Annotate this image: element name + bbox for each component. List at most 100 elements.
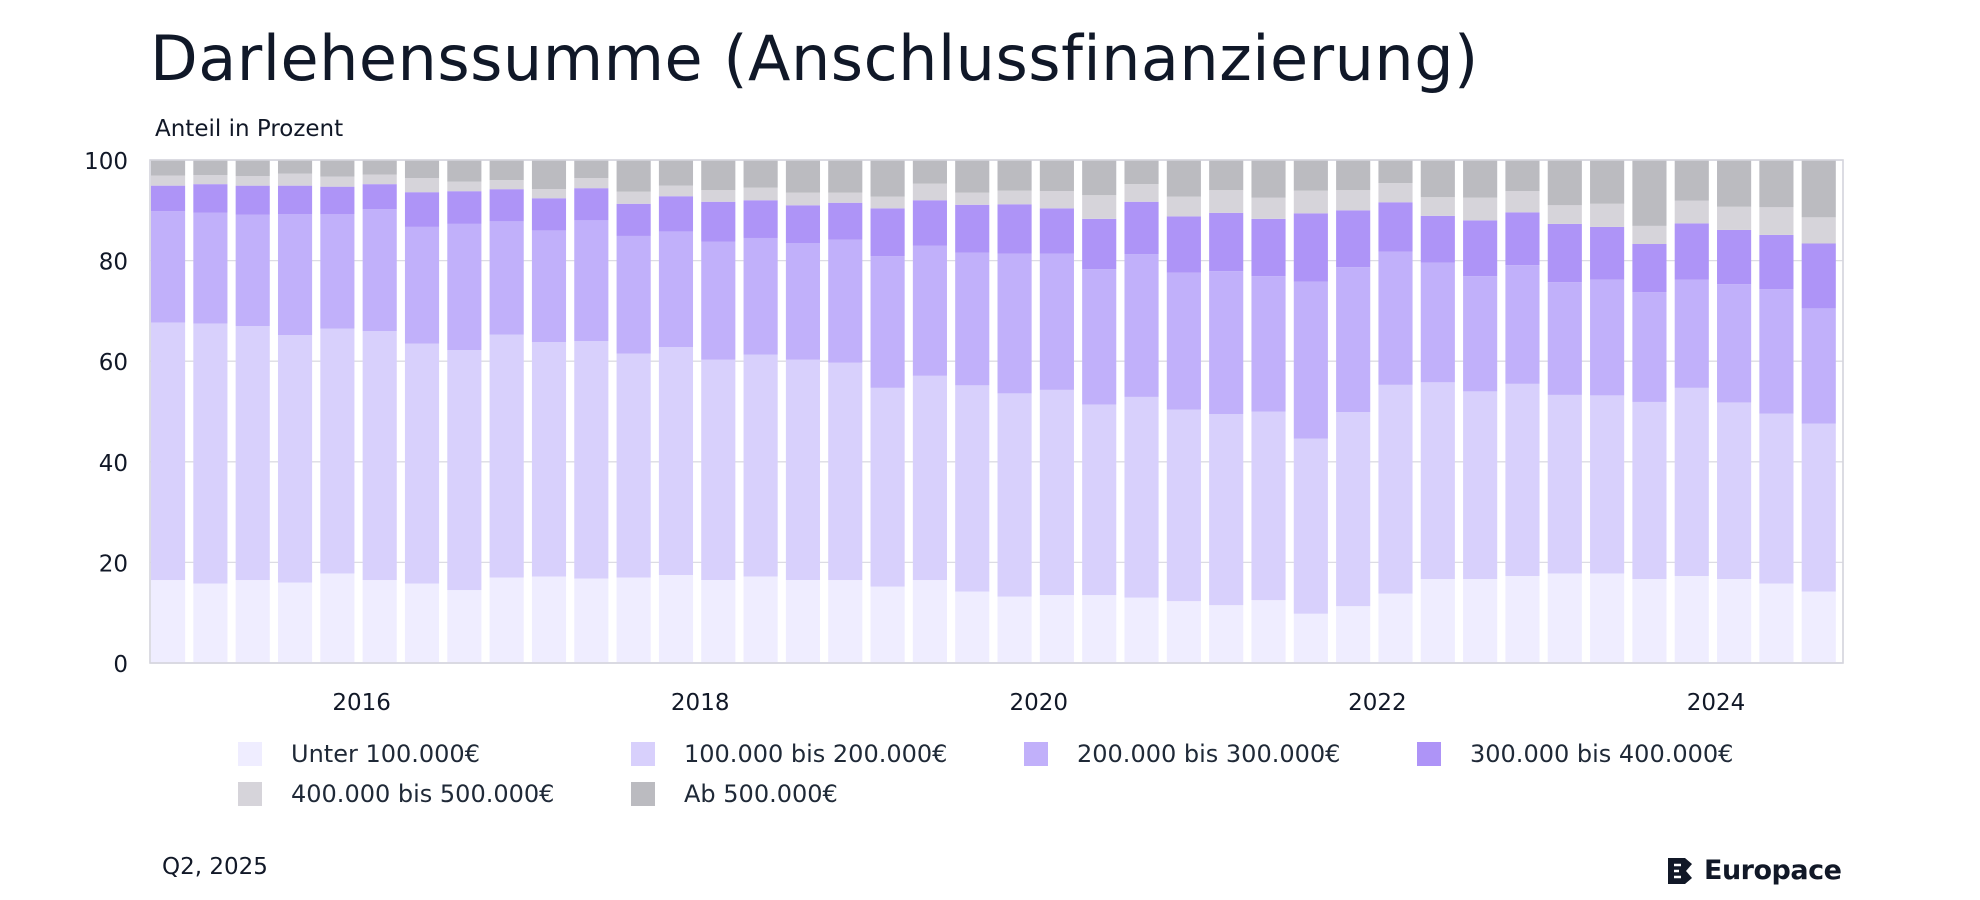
bar-segment-s4-c26 — [1251, 197, 1286, 219]
bar-segment-s1-c12 — [658, 347, 694, 575]
bar-segment-s3-c20 — [997, 204, 1032, 254]
legend: Unter 100.000€ 100.000 bis 200.000€ 200.00… — [238, 740, 1798, 808]
bar-segment-s0-c25 — [1209, 605, 1244, 663]
bar-segment-s2-c39 — [1801, 308, 1836, 424]
bar-segment-s0-c15 — [785, 580, 821, 663]
bar-segment-s4-c12 — [658, 185, 694, 197]
bar-segment-s3-c5 — [362, 184, 397, 210]
bar-segment-s4-c4 — [320, 176, 355, 187]
bar-segment-s0-c20 — [997, 596, 1032, 663]
legend-label: 300.000 bis 400.000€ — [1470, 740, 1734, 768]
bar-segment-s4-c39 — [1801, 217, 1836, 244]
bar-segment-s1-c0 — [151, 322, 186, 581]
bar-segment-s5-c29 — [1378, 160, 1413, 184]
bar-segment-s0-c37 — [1717, 579, 1752, 663]
bar-segment-s1-c17 — [870, 387, 905, 587]
bar-segment-s1-c39 — [1801, 423, 1836, 592]
bar-segment-s1-c11 — [616, 353, 651, 578]
bar-segment-s2-c36 — [1674, 279, 1709, 388]
bar-segment-s2-c0 — [151, 211, 186, 323]
bars — [151, 160, 1836, 664]
bar-segment-s0-c38 — [1759, 583, 1794, 663]
bar-segment-s2-c19 — [955, 252, 990, 386]
bar-segment-s3-c3 — [277, 185, 313, 215]
bar-segment-s0-c12 — [658, 574, 694, 663]
bar-segment-s1-c25 — [1209, 414, 1244, 606]
bar-segment-s2-c15 — [785, 243, 821, 360]
y-tick-label: 20 — [99, 551, 128, 577]
bar-segment-s5-c10 — [574, 160, 609, 179]
bar-segment-s4-c3 — [277, 173, 313, 186]
bar-segment-s5-c32 — [1505, 160, 1540, 192]
legend-swatch — [1417, 742, 1441, 766]
bar-segment-s5-c30 — [1420, 160, 1455, 198]
bar-segment-s3-c19 — [955, 204, 990, 253]
legend-label: Ab 500.000€ — [684, 780, 838, 808]
bar-segment-s2-c17 — [870, 256, 905, 388]
bar-segment-s3-c38 — [1759, 234, 1794, 290]
x-tick-label: 2024 — [1687, 690, 1746, 716]
bar-segment-s5-c14 — [743, 160, 778, 188]
bar-segment-s4-c6 — [404, 178, 440, 193]
bar-segment-s3-c36 — [1674, 223, 1709, 280]
bar-segment-s1-c24 — [1166, 409, 1201, 602]
bar-segment-s4-c33 — [1547, 205, 1582, 224]
bar-segment-s3-c0 — [151, 185, 186, 212]
bar-segment-s5-c38 — [1759, 160, 1794, 208]
bar-segment-s2-c37 — [1717, 284, 1752, 403]
stacked-bar-chart: 0 20 40 60 80 100 2016 2018 2020 2022 2024 — [84, 149, 1844, 716]
y-tick-label: 100 — [84, 149, 128, 175]
bar-segment-s3-c30 — [1420, 215, 1455, 263]
y-tick-label: 80 — [99, 250, 128, 276]
bar-segment-s5-c4 — [320, 160, 355, 177]
bar-segment-s3-c37 — [1717, 229, 1752, 285]
bar-segment-s1-c36 — [1674, 387, 1709, 576]
bar-segment-s0-c17 — [870, 586, 905, 663]
bar-segment-s4-c32 — [1505, 191, 1540, 213]
legend-swatch — [238, 742, 262, 766]
bar-segment-s0-c30 — [1420, 579, 1455, 663]
bar-segment-s0-c39 — [1801, 591, 1836, 663]
bar-segment-s2-c4 — [320, 214, 355, 329]
bar-segment-s5-c0 — [151, 160, 186, 176]
legend-label: 100.000 bis 200.000€ — [684, 740, 948, 768]
bar-segment-s2-c24 — [1166, 272, 1201, 410]
brand-name: Europace — [1704, 855, 1842, 886]
bar-segment-s2-c6 — [404, 226, 440, 344]
bar-segment-s2-c14 — [743, 237, 778, 355]
bar-segment-s3-c27 — [1293, 213, 1328, 282]
bar-segment-s2-c9 — [531, 230, 567, 343]
bar-segment-s2-c23 — [1124, 254, 1159, 397]
bar-segment-s4-c5 — [362, 174, 397, 185]
bar-segment-s4-c38 — [1759, 207, 1794, 235]
bar-segment-s2-c31 — [1463, 276, 1498, 392]
bar-segment-s3-c9 — [531, 198, 567, 231]
legend-item: Ab 500.000€ — [631, 780, 1024, 808]
bar-segment-s2-c8 — [489, 221, 524, 335]
x-tick-label: 2018 — [671, 690, 730, 716]
bar-segment-s5-c6 — [404, 160, 440, 179]
bar-segment-s2-c22 — [1082, 269, 1117, 405]
legend-swatch — [631, 782, 655, 806]
bar-segment-s3-c21 — [1039, 208, 1074, 254]
bar-segment-s1-c22 — [1082, 404, 1117, 596]
x-tick-label: 2022 — [1348, 690, 1407, 716]
bar-segment-s1-c5 — [362, 331, 397, 581]
bar-segment-s5-c37 — [1717, 160, 1752, 207]
bar-segment-s2-c33 — [1547, 282, 1582, 395]
bar-segment-s4-c36 — [1674, 200, 1709, 224]
bar-segment-s2-c32 — [1505, 265, 1540, 384]
bar-segment-s0-c35 — [1632, 579, 1667, 663]
bar-segment-s5-c19 — [955, 160, 990, 193]
bar-segment-s3-c34 — [1590, 226, 1625, 280]
bar-segment-s5-c15 — [785, 160, 821, 193]
bar-segment-s3-c13 — [701, 201, 736, 242]
bar-segment-s4-c35 — [1632, 225, 1667, 244]
bar-segment-s0-c22 — [1082, 595, 1117, 663]
bar-segment-s4-c21 — [1039, 191, 1074, 209]
bar-segment-s0-c31 — [1463, 579, 1498, 663]
bar-segment-s3-c11 — [616, 203, 651, 236]
bar-segment-s3-c17 — [870, 208, 905, 257]
bar-segment-s5-c28 — [1336, 160, 1371, 191]
europace-logo: Europace — [1668, 855, 1842, 886]
